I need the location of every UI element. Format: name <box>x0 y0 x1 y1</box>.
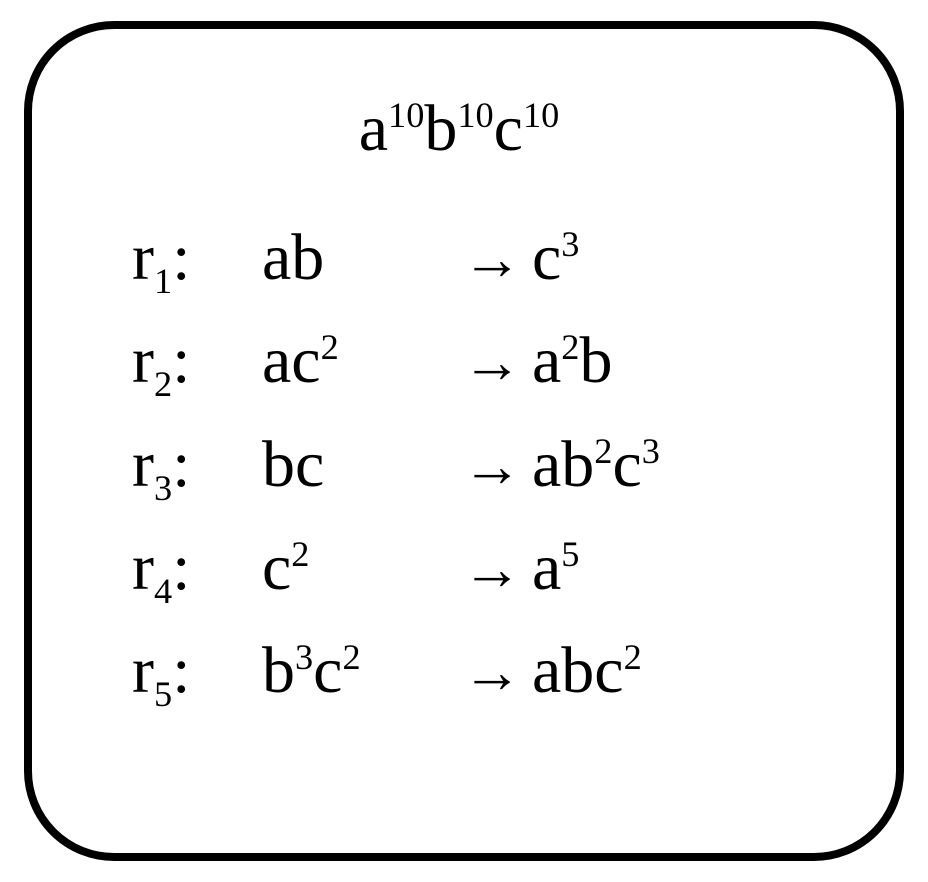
rule-rhs: c3 <box>532 218 826 297</box>
rule-label: r1: <box>132 218 262 297</box>
rule-label: r3: <box>132 425 262 504</box>
rule-label: r2: <box>132 321 262 400</box>
rule-label: r4: <box>132 528 262 607</box>
rule-row: r5:b3c2→abc2 <box>132 631 826 710</box>
arrow-icon: → <box>462 533 532 605</box>
header-expression: a10b10c10 <box>92 89 826 168</box>
rule-lhs: b3c2 <box>262 631 462 710</box>
rule-label: r5: <box>132 631 262 710</box>
arrow-icon: → <box>462 326 532 398</box>
rule-rhs: a5 <box>532 528 826 607</box>
rule-lhs: ac2 <box>262 321 462 400</box>
arrow-icon: → <box>462 636 532 708</box>
rules-frame: a10b10c10 r1:ab→c3r2:ac2→a2br3:bc→ab2c3r… <box>24 21 904 861</box>
arrow-icon: → <box>462 223 532 295</box>
rule-row: r1:ab→c3 <box>132 218 826 297</box>
rule-row: r4:c2→a5 <box>132 528 826 607</box>
rule-lhs: c2 <box>262 528 462 607</box>
rule-rhs: a2b <box>532 321 826 400</box>
arrow-icon: → <box>462 430 532 502</box>
rule-lhs: ab <box>262 218 462 297</box>
rule-lhs: bc <box>262 425 462 504</box>
rule-row: r2:ac2→a2b <box>132 321 826 400</box>
rule-rhs: abc2 <box>532 631 826 710</box>
rule-rhs: ab2c3 <box>532 425 826 504</box>
rules-list: r1:ab→c3r2:ac2→a2br3:bc→ab2c3r4:c2→a5r5:… <box>132 218 826 710</box>
rule-row: r3:bc→ab2c3 <box>132 425 826 504</box>
